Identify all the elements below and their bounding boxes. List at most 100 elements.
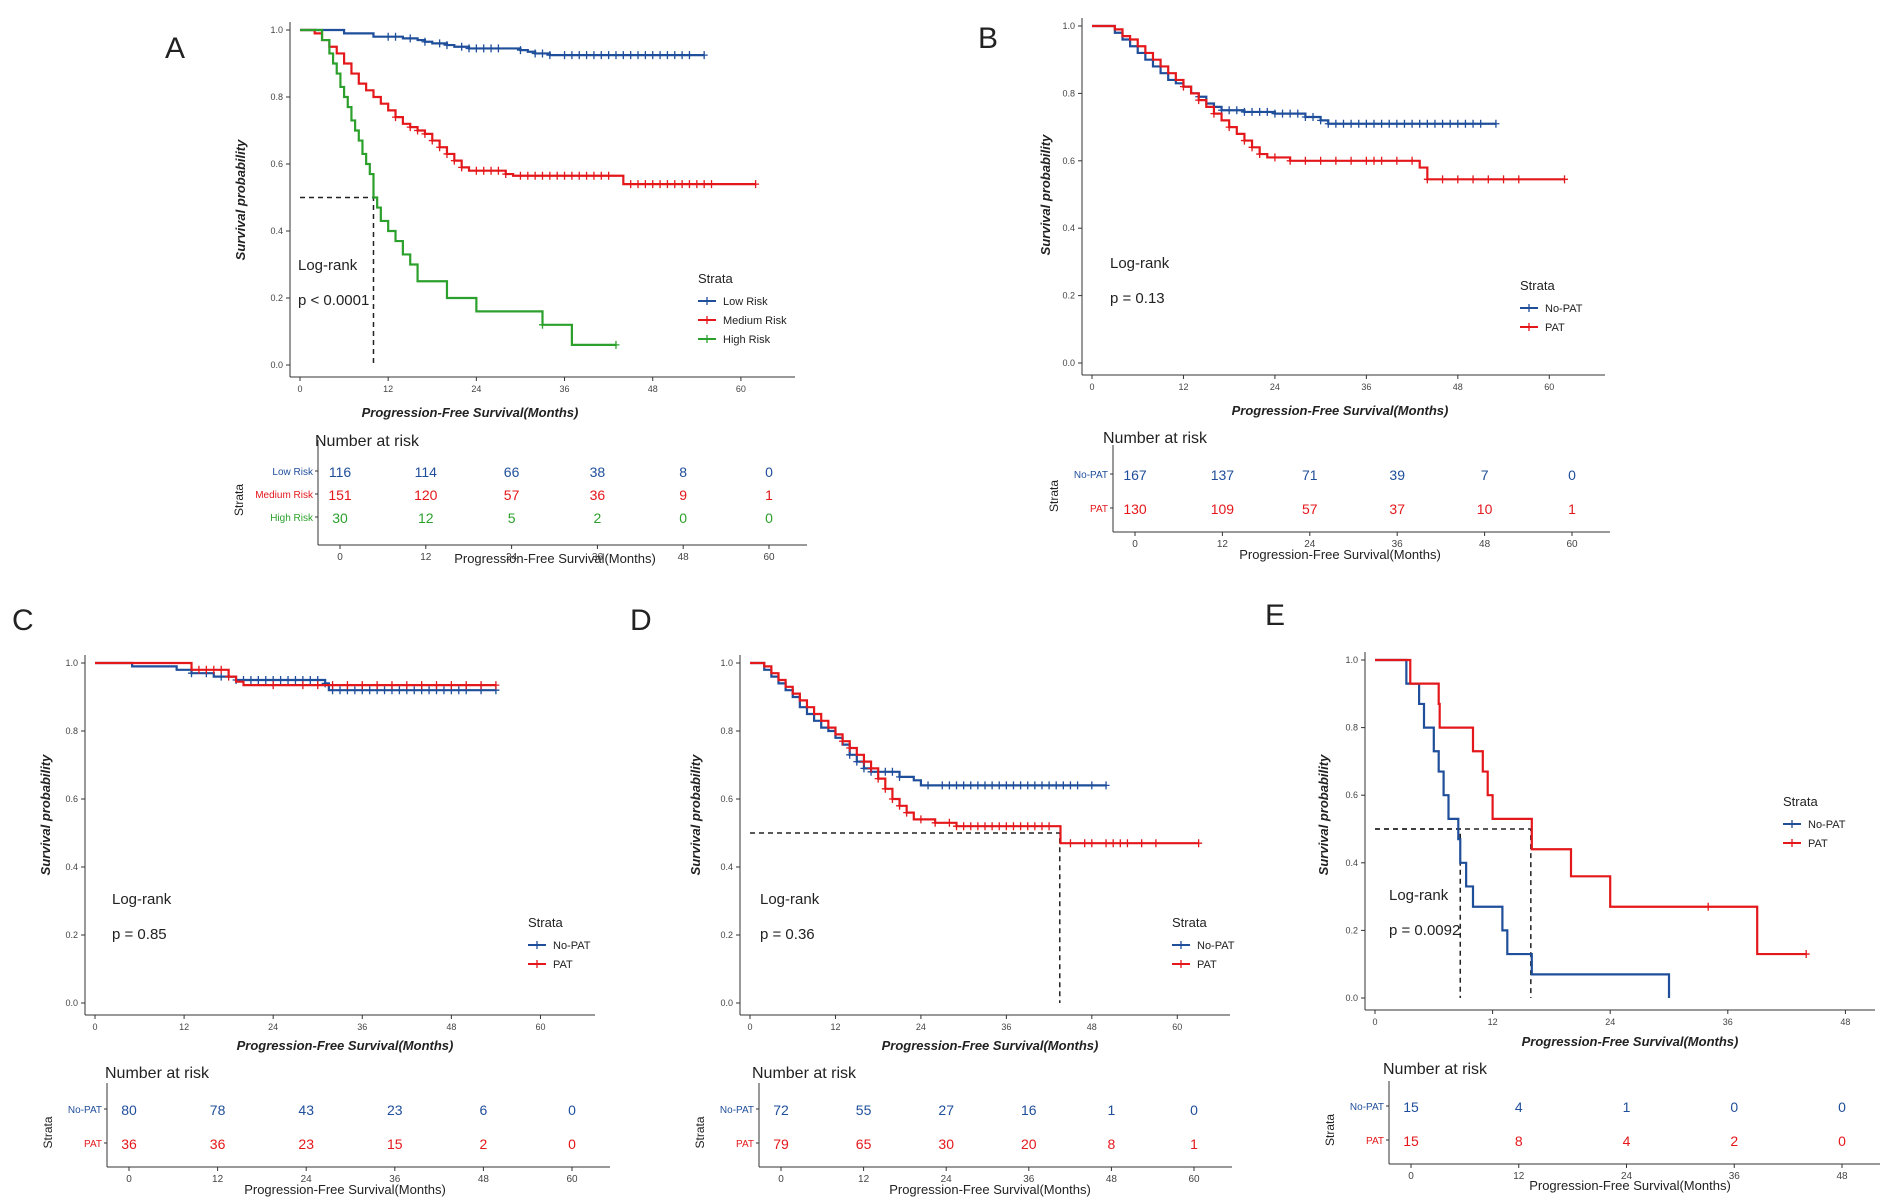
risk-x-tick-label: 12 <box>420 552 432 563</box>
y-tick-label: 0.2 <box>65 930 78 940</box>
risk-count: 151 <box>328 487 352 503</box>
risk-x-tick-label: 24 <box>941 1174 953 1185</box>
risk-strata-label: Strata <box>41 1116 55 1148</box>
risk-count: 30 <box>938 1136 954 1152</box>
censor-mark <box>492 681 500 690</box>
censor-mark <box>418 681 426 690</box>
censor-mark <box>888 795 896 803</box>
risk-x-axis-title: Progression-Free Survival(Months) <box>1529 1178 1731 1193</box>
censor-mark <box>406 123 414 132</box>
risk-x-tick-label: 60 <box>1188 1174 1200 1185</box>
censor-mark <box>1031 822 1039 831</box>
risk-x-tick-label: 0 <box>1132 539 1138 550</box>
risk-x-tick-label: 24 <box>1621 1171 1633 1182</box>
risk-x-tick-label: 48 <box>678 552 690 563</box>
censor-mark <box>1240 107 1248 116</box>
risk-x-tick-label: 36 <box>1392 539 1404 550</box>
censor-mark <box>1240 136 1248 145</box>
censor-mark <box>896 772 904 781</box>
censor-mark <box>217 672 225 681</box>
risk-count: 16 <box>1021 1102 1037 1118</box>
censor-mark <box>1002 822 1010 831</box>
censor-mark <box>1393 119 1401 128</box>
censor-mark <box>1309 112 1317 121</box>
risk-x-tick-label: 24 <box>1304 539 1316 550</box>
legend-label: Medium Risk <box>723 315 787 327</box>
risk-x-axis-title: Progression-Free Survival(Months) <box>1239 547 1441 562</box>
risk-count: 167 <box>1123 467 1147 483</box>
y-tick-label: 0.0 <box>65 998 78 1008</box>
censor-mark <box>247 676 255 684</box>
risk-row-label: PAT <box>1090 504 1108 515</box>
censor-mark <box>1385 119 1393 128</box>
censor-mark <box>392 32 400 41</box>
censor-mark <box>524 171 532 180</box>
censor-mark <box>428 136 436 145</box>
censor-mark <box>1225 106 1233 115</box>
censor-mark <box>1102 839 1110 848</box>
censor-mark <box>1109 839 1117 848</box>
censor-mark <box>967 781 975 790</box>
censor-mark <box>1317 116 1325 125</box>
panel-label: A <box>165 32 185 65</box>
x-tick-label: 0 <box>1089 382 1094 392</box>
censor-mark <box>1400 119 1408 128</box>
x-tick-label: 48 <box>1453 382 1463 392</box>
risk-count: 36 <box>121 1136 137 1152</box>
censor-mark <box>443 41 451 50</box>
censor-mark <box>641 51 649 60</box>
censor-mark <box>1279 109 1287 118</box>
risk-count: 78 <box>210 1102 226 1118</box>
risk-count: 8 <box>679 464 687 480</box>
censor-mark <box>974 781 982 790</box>
risk-x-tick-label: 36 <box>389 1174 401 1185</box>
curve-pat <box>95 661 496 687</box>
curve-pat <box>1092 24 1565 181</box>
censor-mark <box>988 781 996 790</box>
censor-mark <box>1256 150 1264 159</box>
curve-no-pat <box>1375 658 1671 998</box>
x-tick-label: 48 <box>446 1022 456 1032</box>
legend-title: Strata <box>528 915 563 930</box>
censor-mark <box>641 180 649 189</box>
y-axis-title: Survival probability <box>1316 754 1331 875</box>
legend-title: Strata <box>1520 278 1555 293</box>
censor-mark <box>627 51 635 60</box>
risk-count: 120 <box>414 487 438 503</box>
censor-mark <box>1301 156 1309 165</box>
censor-mark <box>421 129 429 138</box>
x-tick-label: 36 <box>560 384 570 394</box>
risk-count: 0 <box>1568 467 1576 483</box>
x-tick-label: 12 <box>1178 382 1188 392</box>
censor-mark <box>1248 107 1256 116</box>
risk-count: 0 <box>568 1102 576 1118</box>
x-tick-label: 60 <box>535 1022 545 1032</box>
censor-mark <box>262 676 270 684</box>
x-tick-label: 24 <box>916 1022 926 1032</box>
censor-mark <box>1469 175 1477 184</box>
curve-no-pat <box>750 661 1107 787</box>
risk-count: 65 <box>856 1136 872 1152</box>
censor-mark <box>1052 781 1060 790</box>
risk-x-tick-label: 0 <box>1408 1171 1414 1182</box>
risk-strata-label: Strata <box>232 484 246 516</box>
y-tick-label: 0.0 <box>270 360 283 370</box>
censor-mark <box>1469 119 1477 128</box>
censor-mark <box>896 801 904 810</box>
censor-mark <box>597 171 605 180</box>
censor-mark <box>291 676 299 684</box>
risk-x-tick-label: 36 <box>592 552 604 563</box>
censor-mark <box>546 171 554 180</box>
y-tick-label: 0.2 <box>1062 291 1075 301</box>
censor-mark <box>860 764 868 773</box>
risk-x-tick-label: 48 <box>1479 539 1491 550</box>
censor-mark <box>1416 119 1424 128</box>
risk-x-axis-title: Progression-Free Survival(Months) <box>454 551 656 566</box>
censor-mark <box>269 681 277 690</box>
x-tick-label: 36 <box>357 1022 367 1032</box>
censor-mark <box>1347 119 1355 128</box>
censor-mark <box>462 681 470 690</box>
censor-mark <box>1362 156 1370 165</box>
risk-count: 12 <box>418 510 434 526</box>
censor-mark <box>336 686 344 695</box>
